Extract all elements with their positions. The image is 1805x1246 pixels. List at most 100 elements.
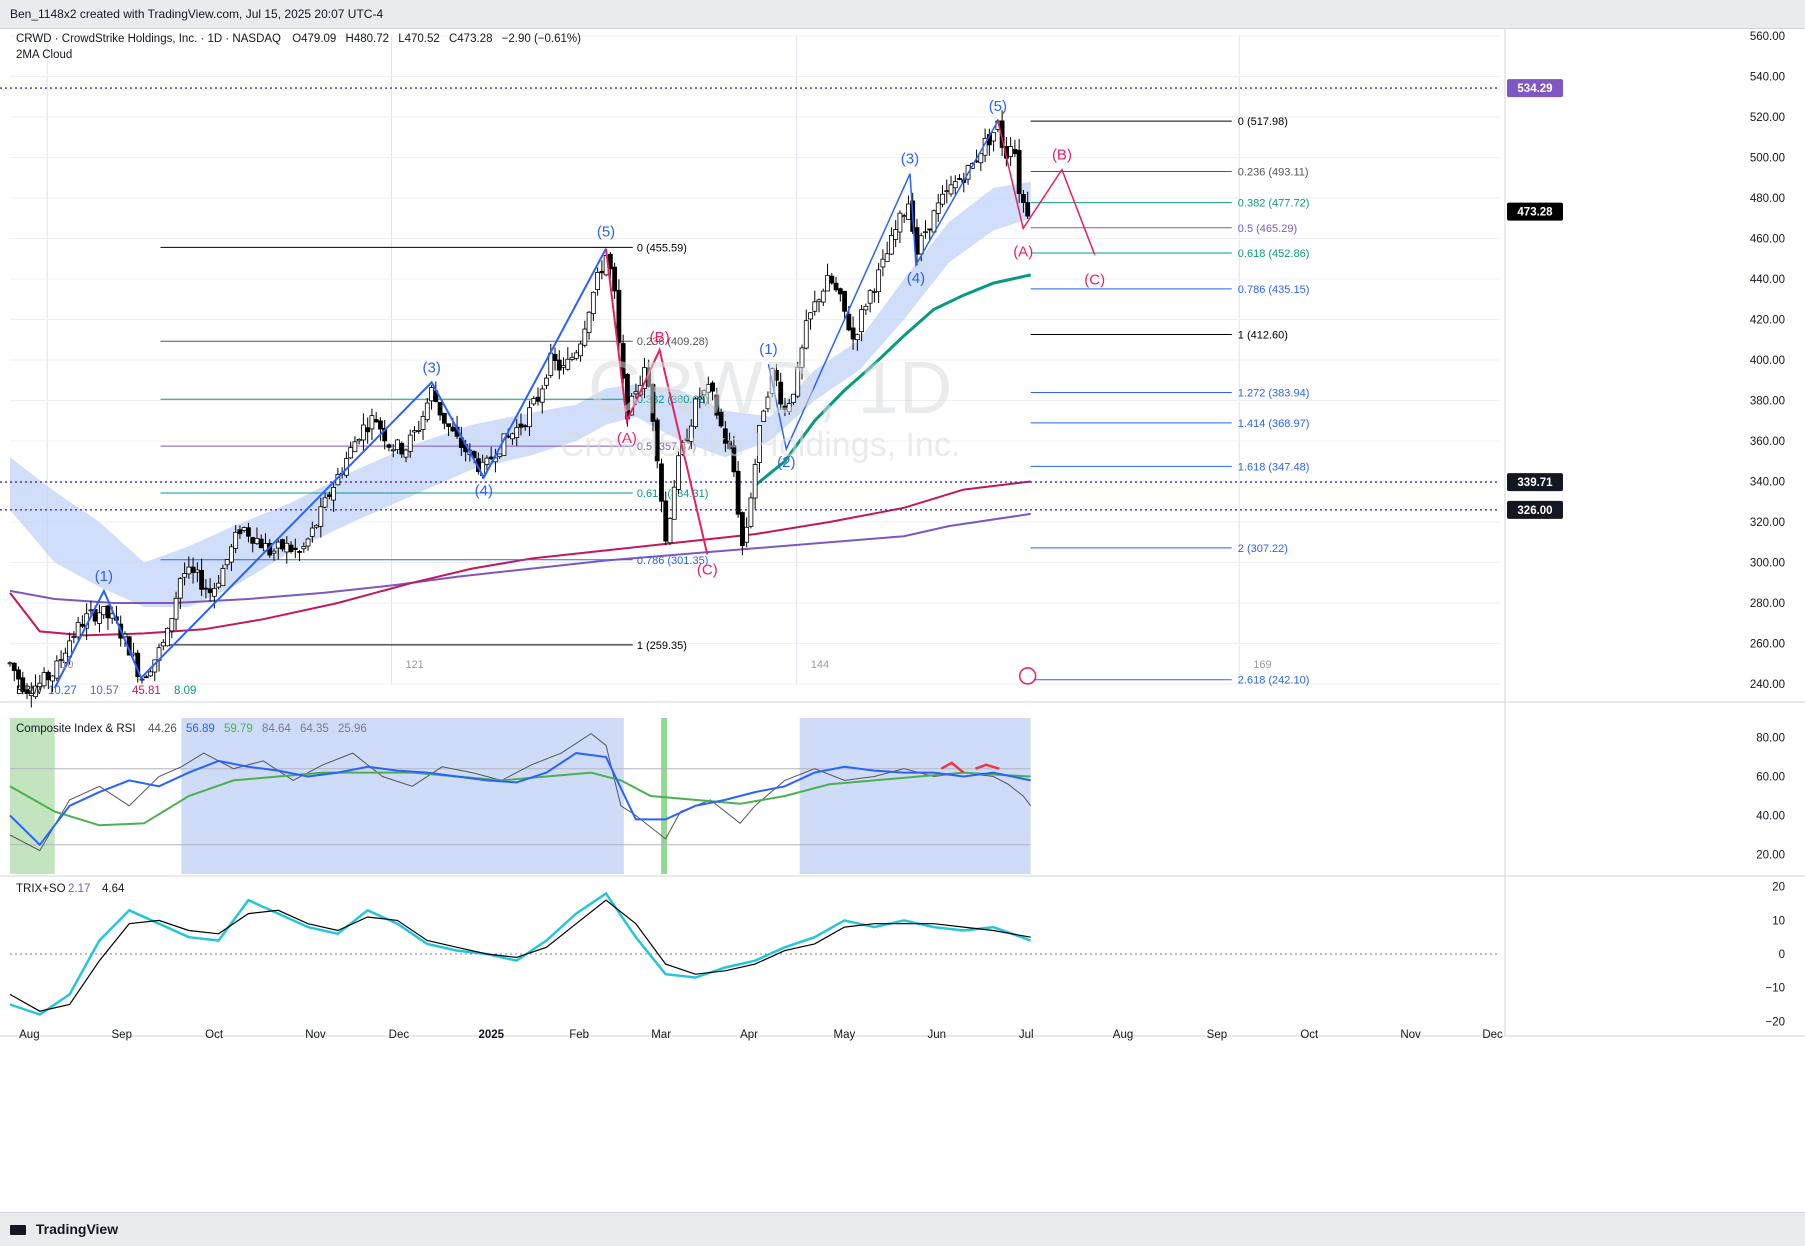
candle-body [284, 542, 290, 553]
candle-body [314, 524, 319, 528]
candle-body [803, 320, 809, 349]
candle-body [224, 559, 230, 566]
fib2-level-label: 0.618 (452.86) [1238, 248, 1310, 260]
candle-body [216, 582, 222, 588]
candle-body [229, 546, 234, 563]
blue-impulse-wave-2 [767, 120, 999, 452]
fib2-level-label: 0.382 (477.72) [1238, 198, 1310, 210]
price-axis-tick: 440.00 [1750, 274, 1785, 286]
candle-body [497, 453, 503, 458]
watermark-name: CrowdStrike Holdings, Inc. [560, 426, 961, 464]
change-value: −2.90 (−0.61%) [502, 33, 581, 45]
candle-body [378, 420, 383, 430]
candle-body [322, 497, 328, 508]
fib1-level-label: 1 (259.35) [637, 640, 687, 652]
candle-body [744, 526, 750, 543]
candle-body [390, 449, 396, 452]
fib-retracement-2[interactable]: 0 (517.98) 0.236 (493.11) 0.382 (477.72) 0.… [1030, 116, 1310, 687]
candle-body [812, 301, 818, 312]
composite-rsi-value: 25.96 [338, 723, 367, 735]
candle-body [62, 652, 68, 663]
candle-body [697, 396, 703, 400]
trix-so-value: 2.17 [68, 883, 90, 895]
pink-wave-label: (C) [1084, 272, 1105, 289]
candle-body [241, 527, 247, 531]
candle-body [556, 359, 562, 371]
price-axis[interactable]: 560.00 540.00 520.00 500.00 480.00 460.00 440.… [1507, 31, 1785, 1028]
blue-wave-label: (3) [422, 359, 440, 376]
candle-body [441, 412, 447, 424]
candle-body [544, 377, 549, 386]
candle-body [582, 328, 588, 346]
elliott-waves[interactable]: (1) (3) (4) (5) (1) (2) (3) (4) (5) (A) (B) (C) (A) (… [53, 98, 1105, 689]
chart-canvas[interactable]: 0 (455.59)0.236 (409.28)0.382 (380.63)0.… [0, 28, 1805, 1212]
candle-body [757, 425, 762, 463]
trix-line [9, 891, 1032, 1016]
candle-body [871, 291, 877, 293]
candle-body [186, 566, 192, 575]
trix-axis-tick: 0 [1779, 949, 1785, 961]
tradingview-brand[interactable]: TradingView [10, 1221, 118, 1237]
price-axis-tick: 380.00 [1750, 396, 1785, 408]
candle-body [654, 419, 660, 462]
low-value: L470.52 [398, 33, 440, 45]
pink-correction-wave-2 [997, 120, 1096, 255]
candle-body [991, 132, 997, 142]
candle-body [820, 290, 826, 303]
candle-body [143, 676, 149, 679]
candle-body [331, 486, 337, 501]
candle-body [539, 388, 545, 403]
candle-body [799, 347, 805, 368]
candle-body [292, 547, 298, 551]
candle-body [901, 215, 907, 218]
candle-body [927, 228, 933, 231]
time-axis-label: Mar [651, 1029, 671, 1041]
rsi-axis-tick: 40.00 [1756, 811, 1785, 823]
candle-body [326, 494, 332, 497]
candle-body [999, 120, 1005, 148]
candle-body [880, 258, 886, 268]
fib2-level-label: 1.272 (383.94) [1238, 388, 1310, 400]
trix-axis-tick: 20 [1772, 882, 1785, 894]
candle-body [527, 407, 532, 428]
candle-body [1025, 202, 1031, 217]
candle-body [348, 447, 354, 459]
candle-body [552, 353, 558, 361]
bar-number-label: 144 [811, 659, 829, 671]
candle-body [650, 384, 656, 422]
grid-lines [0, 28, 1805, 1037]
fib2-level-label: 0.786 (435.15) [1238, 284, 1310, 296]
candle-body [356, 438, 362, 442]
price-axis-tick: 400.00 [1750, 355, 1785, 367]
time-axis[interactable]: Aug Sep Oct Nov Dec 2025 Feb Mar Apr May Jun Jul Aug… [19, 659, 1503, 1041]
candle-body [535, 396, 541, 402]
pink-wave-label: (A) [617, 430, 637, 447]
candle-body [693, 398, 698, 428]
candle-body [565, 358, 571, 370]
time-axis-label: Feb [569, 1029, 589, 1041]
candle-body [297, 551, 302, 553]
candle-body [620, 343, 626, 379]
candle-body [727, 440, 733, 449]
candle-body [791, 393, 796, 403]
candle-body [416, 430, 422, 432]
fib2-level-label: 0.236 (493.11) [1238, 166, 1309, 178]
trix-so-label: TRIX+SO [16, 883, 66, 895]
candle-body [50, 675, 55, 682]
candle-body [688, 425, 694, 442]
candle-body [420, 416, 426, 430]
candle-body [722, 428, 728, 444]
open-value: O479.09 [292, 33, 336, 45]
time-axis-label: Dec [1482, 1029, 1503, 1041]
fib2-level-label: 1.618 (347.48) [1238, 461, 1310, 473]
candle-body [88, 609, 94, 612]
pink-wave-label: (C) [697, 561, 718, 578]
candle-body [671, 486, 677, 520]
rsi-highlight-band [799, 718, 1031, 874]
candle-body [918, 235, 924, 255]
candle-body [774, 369, 779, 381]
candle-body [876, 269, 882, 293]
fib2-level-label: 0.5 (465.29) [1238, 223, 1297, 235]
candle-body [710, 382, 715, 392]
candle-body [16, 669, 21, 680]
